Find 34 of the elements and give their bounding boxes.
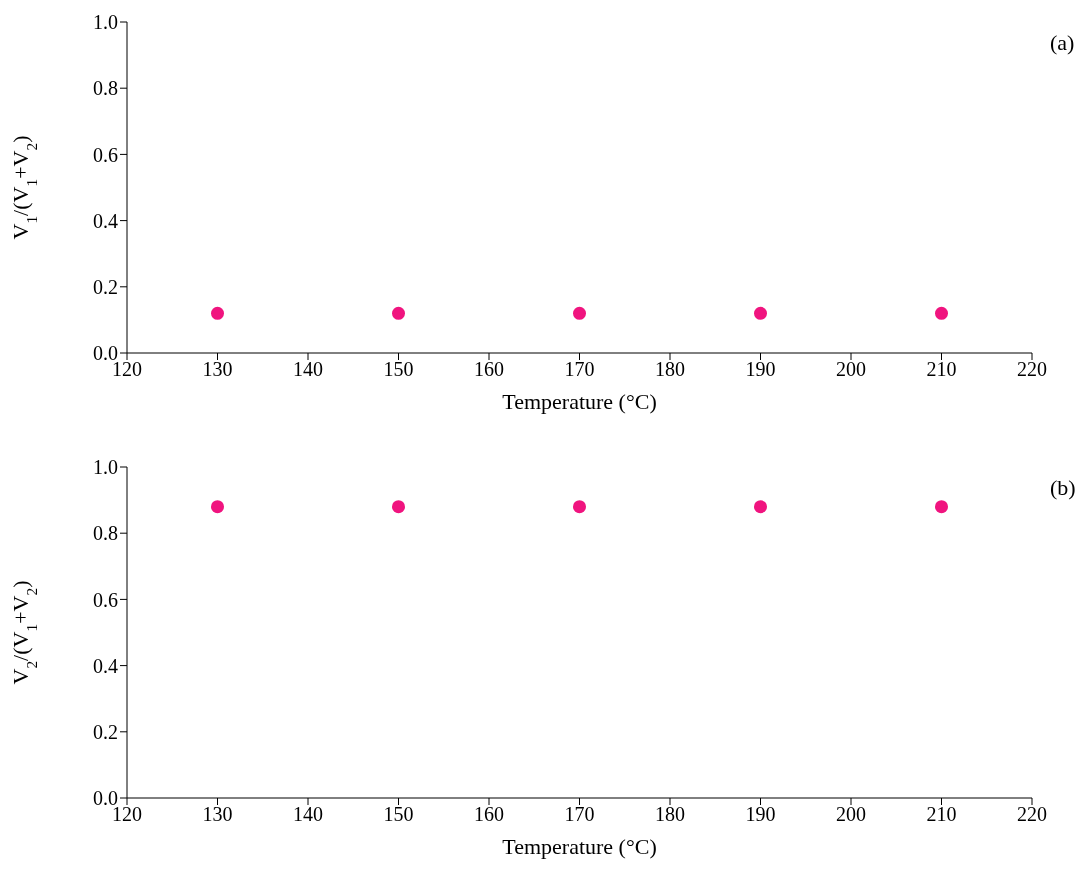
x-tick-label: 220 xyxy=(1017,358,1047,381)
y-tick-label: 1.0 xyxy=(93,456,118,479)
x-axis-title: Temperature (°C) xyxy=(502,388,657,414)
x-tick-label: 150 xyxy=(383,358,414,381)
x-tick-label: 160 xyxy=(474,358,504,381)
x-tick-label: 170 xyxy=(564,358,595,381)
x-tick-label: 180 xyxy=(655,803,685,826)
x-tick-label: 170 xyxy=(564,803,595,826)
y-tick-label: 0.8 xyxy=(93,77,118,100)
y-tick-label: 0.2 xyxy=(93,720,118,743)
x-tick-label: 210 xyxy=(926,358,957,381)
y-tick-label: 0.4 xyxy=(93,209,118,232)
x-tick-label: 200 xyxy=(836,358,866,381)
text: (b) xyxy=(1050,475,1076,501)
y-tick-label: 0.6 xyxy=(93,143,118,166)
x-tick-label: 200 xyxy=(836,803,866,826)
y-tick-label: 1.0 xyxy=(93,11,118,34)
x-tick-label: 140 xyxy=(293,358,323,381)
x-tick-label: 150 xyxy=(383,803,414,826)
x-axis-title: Temperature (°C) xyxy=(502,833,657,859)
x-tick-label: 190 xyxy=(745,803,776,826)
y-tick-label: 0.4 xyxy=(93,654,118,677)
x-tick-label: 220 xyxy=(1017,803,1047,826)
y-tick-label: 0.2 xyxy=(93,275,118,298)
x-tick-label: 210 xyxy=(926,803,957,826)
x-tick-label: 130 xyxy=(202,803,233,826)
y-tick-label: 0.8 xyxy=(93,522,118,545)
x-tick-label: 160 xyxy=(474,803,504,826)
x-tick-label: 140 xyxy=(293,803,323,826)
x-tick-label: 180 xyxy=(655,358,685,381)
y-tick-label: 0.6 xyxy=(93,588,118,611)
x-tick-label: 130 xyxy=(202,358,233,381)
x-tick-label: 190 xyxy=(745,358,776,381)
text: (a) xyxy=(1050,30,1075,56)
